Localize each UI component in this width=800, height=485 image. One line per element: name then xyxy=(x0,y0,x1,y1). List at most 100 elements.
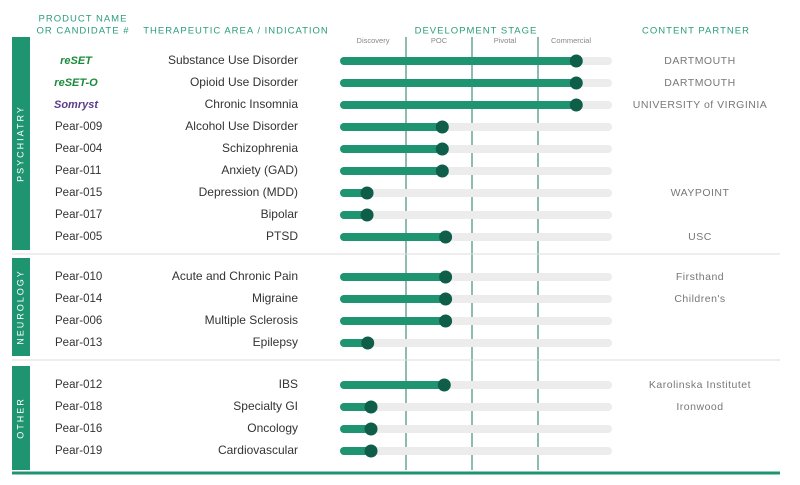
bar xyxy=(340,79,577,87)
bar-track xyxy=(340,339,612,347)
bar-end xyxy=(361,336,375,350)
bar-end xyxy=(569,76,583,90)
partner: DARTMOUTH xyxy=(664,77,735,89)
bar-end xyxy=(439,270,453,284)
indication: PTSD xyxy=(266,229,298,243)
indication: Opioid Use Disorder xyxy=(190,75,298,89)
bar-end xyxy=(435,142,449,156)
bar xyxy=(340,189,368,197)
stage-label: Pivotal xyxy=(494,36,517,45)
product-name: Pear-016 xyxy=(55,423,102,435)
partner: Firsthand xyxy=(676,271,724,283)
product-name: Pear-015 xyxy=(55,187,102,199)
product-name: Somryst xyxy=(54,99,99,111)
partner: Children's xyxy=(674,293,725,305)
partner: Ironwood xyxy=(676,401,723,413)
bar-track xyxy=(340,425,612,433)
header-product: OR CANDIDATE # xyxy=(36,26,129,37)
bar xyxy=(340,145,443,153)
bar-end xyxy=(569,54,583,68)
bar xyxy=(340,123,443,131)
bar xyxy=(340,339,368,347)
product-name: Pear-004 xyxy=(55,143,103,155)
product-name: Pear-013 xyxy=(55,337,102,349)
bar-track xyxy=(340,211,612,219)
bar xyxy=(340,403,372,411)
product-name: Pear-018 xyxy=(55,401,102,413)
indication: Chronic Insomnia xyxy=(205,97,299,111)
indication: Alcohol Use Disorder xyxy=(185,119,298,133)
bar xyxy=(340,273,446,281)
bar-track xyxy=(340,403,612,411)
bar-end xyxy=(437,378,451,392)
bar xyxy=(340,425,372,433)
indication: Anxiety (GAD) xyxy=(221,163,298,177)
group-band xyxy=(12,37,30,250)
group-band xyxy=(12,258,30,356)
product-name: Pear-006 xyxy=(55,315,102,327)
stage-label: Commercial xyxy=(551,36,591,45)
indication: Acute and Chronic Pain xyxy=(172,269,298,283)
bar-end xyxy=(439,314,453,328)
bar xyxy=(340,317,446,325)
product-name: reSET xyxy=(60,55,93,67)
partner: USC xyxy=(688,231,712,243)
product-name: reSET-O xyxy=(54,77,98,89)
stage-label: POC xyxy=(431,36,448,45)
indication: Multiple Sclerosis xyxy=(205,313,298,327)
bar-track xyxy=(340,189,612,197)
indication: Cardiovascular xyxy=(218,443,298,457)
bar-end xyxy=(360,208,374,222)
stage-label: Discovery xyxy=(357,36,390,45)
group-label: NEUROLOGY xyxy=(15,269,25,345)
partner: DARTMOUTH xyxy=(664,55,735,67)
indication: Depression (MDD) xyxy=(199,185,298,199)
bar-end xyxy=(360,186,374,200)
partner: Karolinska Institutet xyxy=(649,379,751,391)
partner: WAYPOINT xyxy=(671,187,730,199)
bar-end xyxy=(435,120,449,134)
bar-end xyxy=(435,164,449,178)
indication: Schizophrenia xyxy=(222,141,298,155)
header-product: PRODUCT NAME xyxy=(39,14,128,25)
bar xyxy=(340,381,445,389)
bar xyxy=(340,211,368,219)
bar-track xyxy=(340,447,612,455)
partner: UNIVERSITY of VIRGINIA xyxy=(633,99,768,111)
bar-end xyxy=(364,422,378,436)
product-name: Pear-009 xyxy=(55,121,102,133)
indication: Substance Use Disorder xyxy=(168,53,298,67)
group-label: PSYCHIATRY xyxy=(15,105,25,182)
header-stage: DEVELOPMENT STAGE xyxy=(415,26,538,37)
bar xyxy=(340,295,446,303)
bar xyxy=(340,57,577,65)
indication: Oncology xyxy=(247,421,298,435)
product-name: Pear-010 xyxy=(55,271,102,283)
bar-end xyxy=(364,444,378,458)
product-name: Pear-012 xyxy=(55,379,102,391)
bar-end xyxy=(569,98,583,112)
product-name: Pear-005 xyxy=(55,231,102,243)
bar-end xyxy=(364,400,378,414)
indication: Specialty GI xyxy=(233,399,298,413)
product-name: Pear-011 xyxy=(55,165,101,177)
group-label: OTHER xyxy=(15,397,25,439)
bar xyxy=(340,233,446,241)
indication: IBS xyxy=(279,377,298,391)
indication: Migraine xyxy=(252,291,298,305)
bar xyxy=(340,167,443,175)
indication: Epilepsy xyxy=(253,335,298,349)
group-band xyxy=(12,366,30,470)
header-partner: CONTENT PARTNER xyxy=(642,26,750,37)
bar xyxy=(340,101,577,109)
bar-end xyxy=(439,230,453,244)
product-name: Pear-017 xyxy=(55,209,102,221)
bar-end xyxy=(439,292,453,306)
product-name: Pear-014 xyxy=(55,293,103,305)
header-indication: THERAPEUTIC AREA / INDICATION xyxy=(143,26,329,37)
indication: Bipolar xyxy=(261,207,298,221)
product-name: Pear-019 xyxy=(55,445,102,457)
bar xyxy=(340,447,372,455)
